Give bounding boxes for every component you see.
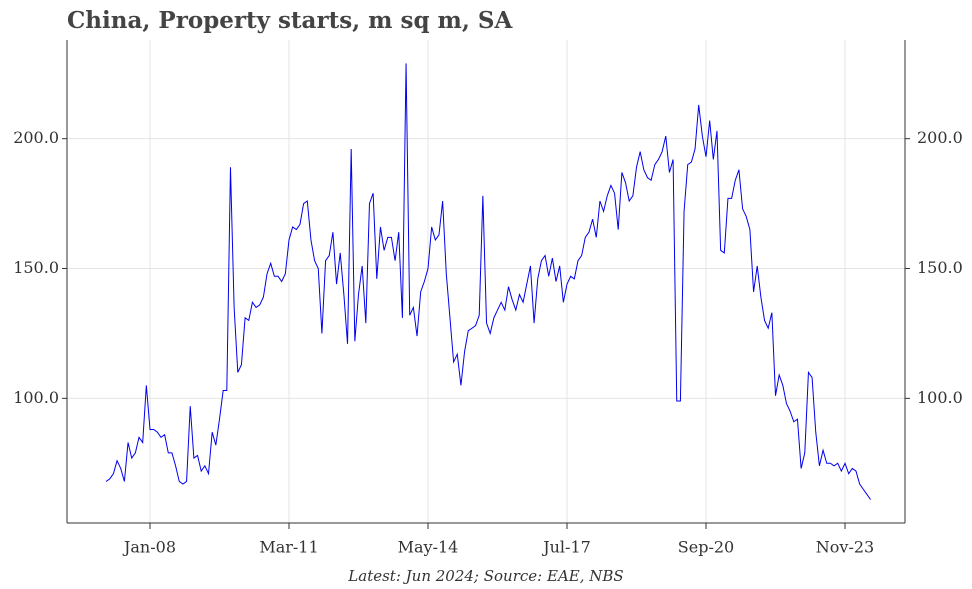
y2-tick-label: 200.0	[917, 128, 963, 147]
y2-tick-label: 100.0	[917, 388, 963, 407]
x-tick-label: Jan-08	[122, 538, 176, 557]
y-tick-label: 200.0	[13, 128, 59, 147]
x-tick-label: Sep-20	[678, 538, 734, 557]
data-line	[105, 63, 872, 500]
y2-tick-label: 150.0	[917, 258, 963, 277]
y-tick-label: 100.0	[13, 388, 59, 407]
x-tick-label: Mar-11	[259, 538, 318, 557]
y-tick-label: 150.0	[13, 258, 59, 277]
x-tick-label: Jul-17	[541, 538, 591, 557]
chart-title: China, Property starts, m sq m, SA	[67, 7, 514, 34]
footnote: Latest: Jun 2024; Source: EAE, NBS	[347, 567, 623, 585]
x-tick-label: May-14	[398, 538, 459, 557]
x-tick-label: Nov-23	[816, 538, 874, 557]
